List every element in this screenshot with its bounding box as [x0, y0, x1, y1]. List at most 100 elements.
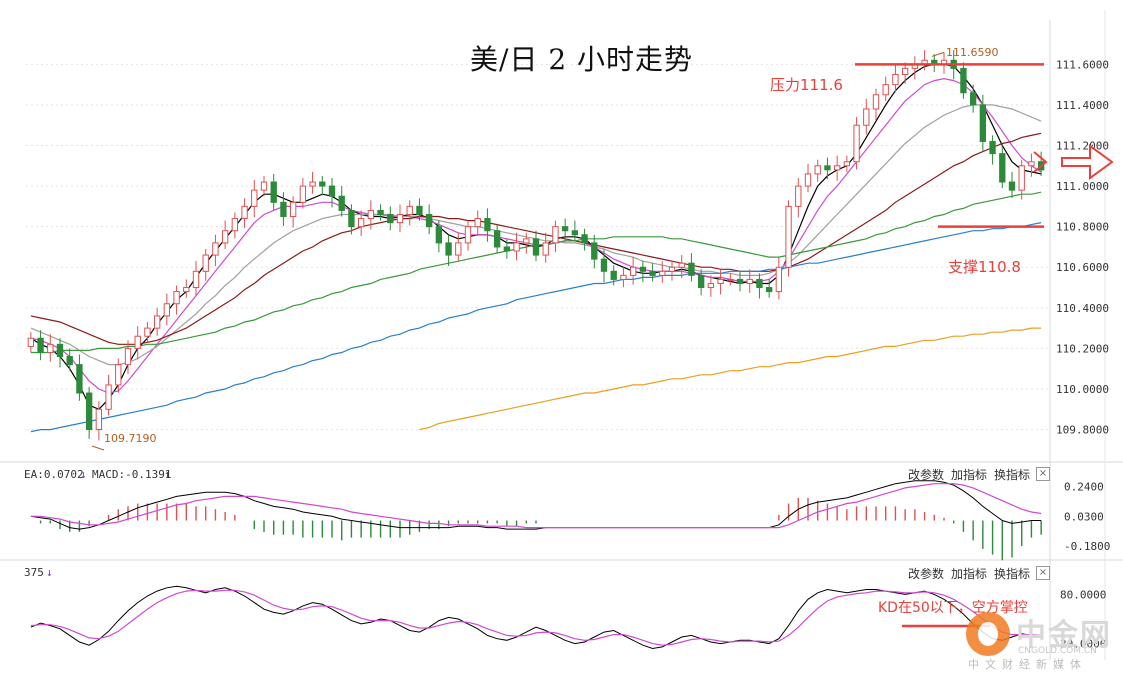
candle-body [649, 270, 656, 276]
candle-body [892, 73, 899, 86]
candle-body [717, 278, 724, 284]
candle-body [212, 242, 219, 256]
candle-body [523, 238, 530, 244]
high-label: 111.6590 [946, 46, 999, 59]
candle-body [474, 218, 481, 228]
y-tick-label: 111.6000 [1056, 58, 1109, 71]
candle-body [853, 124, 860, 163]
y-tick-label: 110.8000 [1056, 221, 1109, 234]
ma-line-ma60 [30, 191, 1042, 354]
macd-dea-label: EA:0.0702 [24, 468, 84, 481]
candle-body [736, 278, 744, 284]
candle-body [406, 205, 413, 215]
kd-k-line [30, 585, 1042, 650]
candlesticks [27, 50, 1045, 441]
support-label: 支撑110.8 [948, 258, 1021, 276]
kd-close-icon[interactable]: × [1036, 566, 1050, 580]
candle-body [319, 181, 326, 187]
candle-body [659, 270, 666, 276]
macd-edit-params-button[interactable]: 改参数 [908, 468, 945, 482]
watermark-subtitle: 中文财经新媒体 [968, 658, 1087, 671]
candle-body [1008, 181, 1016, 191]
candle-body [688, 262, 695, 276]
kd-down-arrow-icon: ↓ [46, 566, 53, 579]
candle-body [571, 230, 579, 236]
candle-body [95, 408, 103, 431]
candle-body [999, 153, 1006, 183]
candle-body [833, 165, 841, 171]
ma-line-ma120 [30, 222, 1042, 433]
candle-body [765, 287, 773, 293]
candle-body [513, 242, 520, 252]
candle-body [357, 218, 365, 228]
macd-dea-line [30, 483, 1042, 529]
macd-value-label: MACD:-0.1391 [92, 468, 172, 481]
watermark-logo-icon [966, 612, 1010, 656]
chart-title: 美/日 2 小时走势 [470, 43, 694, 76]
candle-body [260, 181, 268, 191]
kd-switch-indicator-button[interactable]: 换指标 [994, 567, 1031, 581]
candle-body [183, 287, 190, 293]
y-tick-label: 110.2000 [1056, 342, 1109, 355]
candle-body [1028, 161, 1035, 167]
candle-body [561, 226, 569, 232]
candle-body [979, 104, 987, 142]
y-tick-label: 111.0000 [1056, 180, 1109, 193]
candle-body [901, 67, 909, 75]
kd-tick-label: 80.0000 [1060, 588, 1106, 601]
down-arrow-icon: ↓ [80, 468, 87, 481]
candle-body [775, 266, 783, 293]
candle-body [484, 218, 491, 232]
candle-body [396, 213, 404, 224]
candle-body [455, 242, 462, 256]
candle-body [843, 161, 851, 167]
candle-body [668, 266, 676, 272]
candle-body [387, 213, 394, 224]
candle-body [338, 195, 345, 211]
candle-body [425, 213, 433, 228]
kd-add-indicator-button[interactable]: 加指标 [951, 567, 988, 581]
candle-body [542, 242, 549, 256]
candle-body [804, 173, 812, 187]
candle-body [173, 291, 180, 305]
candle-body [600, 258, 608, 272]
kd-value-label: 375 [24, 566, 44, 579]
macd-close-icon[interactable]: × [1036, 467, 1050, 481]
candle-body [37, 337, 44, 353]
candle-body [814, 165, 821, 175]
candle-body [115, 364, 122, 386]
kd-tick-label: 20.0000 [1060, 638, 1106, 651]
candle-body [678, 262, 685, 268]
candle-body [639, 266, 647, 272]
macd-add-indicator-button[interactable]: 加指标 [951, 468, 988, 482]
candle-body [56, 343, 64, 358]
candle-body [416, 205, 423, 215]
up-arrow-icon: ↑ [164, 468, 171, 481]
candle-body [251, 189, 258, 207]
candle-body [882, 84, 889, 96]
low-marker [91, 445, 105, 451]
candle-body [153, 315, 161, 329]
right-arrow-icon [1061, 144, 1114, 180]
resistance-label: 压力111.6 [770, 76, 843, 94]
candle-body [795, 185, 802, 207]
kd-edit-params-button[interactable]: 改参数 [908, 567, 945, 581]
y-tick-label: 110.4000 [1056, 302, 1109, 315]
candle-body [105, 384, 112, 410]
candle-body [144, 327, 151, 337]
candle-body [27, 337, 35, 347]
macd-tick-label: 0.2400 [1064, 481, 1104, 494]
candle-body [785, 205, 792, 268]
candle-body [280, 201, 287, 218]
candle-body [124, 347, 132, 366]
macd-tick-label: 0.0300 [1064, 510, 1104, 523]
y-axis-ticks: 111.6000 111.4000 111.2000 111.0000 110.8000… [1056, 58, 1109, 436]
candle-body [134, 335, 141, 349]
candle-body [863, 108, 870, 126]
y-tick-label: 109.8000 [1056, 424, 1109, 437]
macd-tick-label: -0.1800 [1064, 540, 1110, 553]
macd-switch-indicator-button[interactable]: 换指标 [994, 468, 1031, 482]
candle-body [727, 278, 734, 281]
candle-body [47, 343, 54, 353]
candle-body [552, 226, 559, 244]
